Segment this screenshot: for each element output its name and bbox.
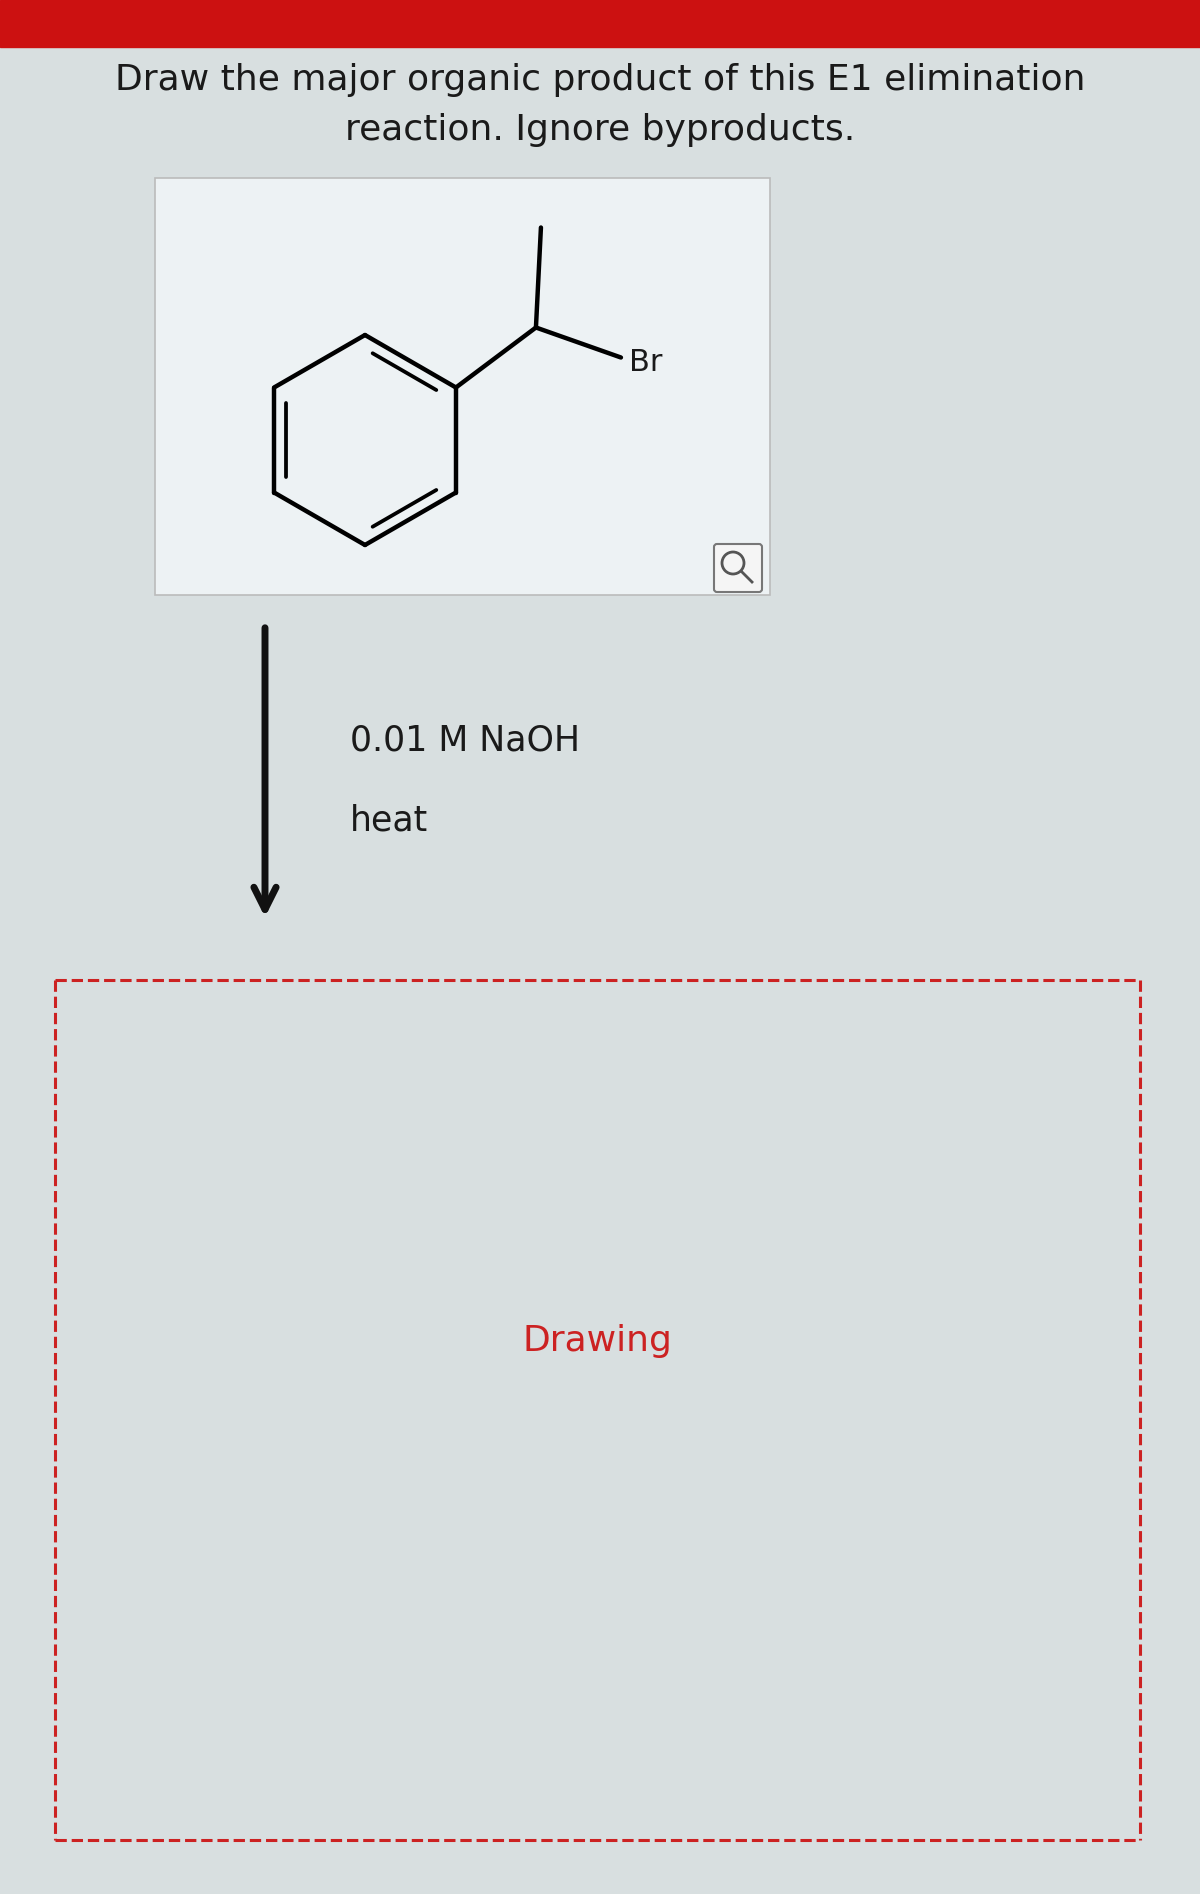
Text: Drawing: Drawing: [522, 1324, 672, 1358]
Text: 0.01 M NaOH: 0.01 M NaOH: [350, 724, 580, 758]
Bar: [155, 178, 770, 595]
Bar: [0, 0, 1200, 47]
FancyBboxPatch shape: [714, 544, 762, 593]
Text: Br: Br: [629, 348, 662, 377]
Text: Draw the major organic product of this E1 elimination: Draw the major organic product of this E…: [115, 63, 1085, 97]
Text: reaction. Ignore byproducts.: reaction. Ignore byproducts.: [344, 114, 856, 148]
Text: heat: heat: [350, 803, 428, 837]
